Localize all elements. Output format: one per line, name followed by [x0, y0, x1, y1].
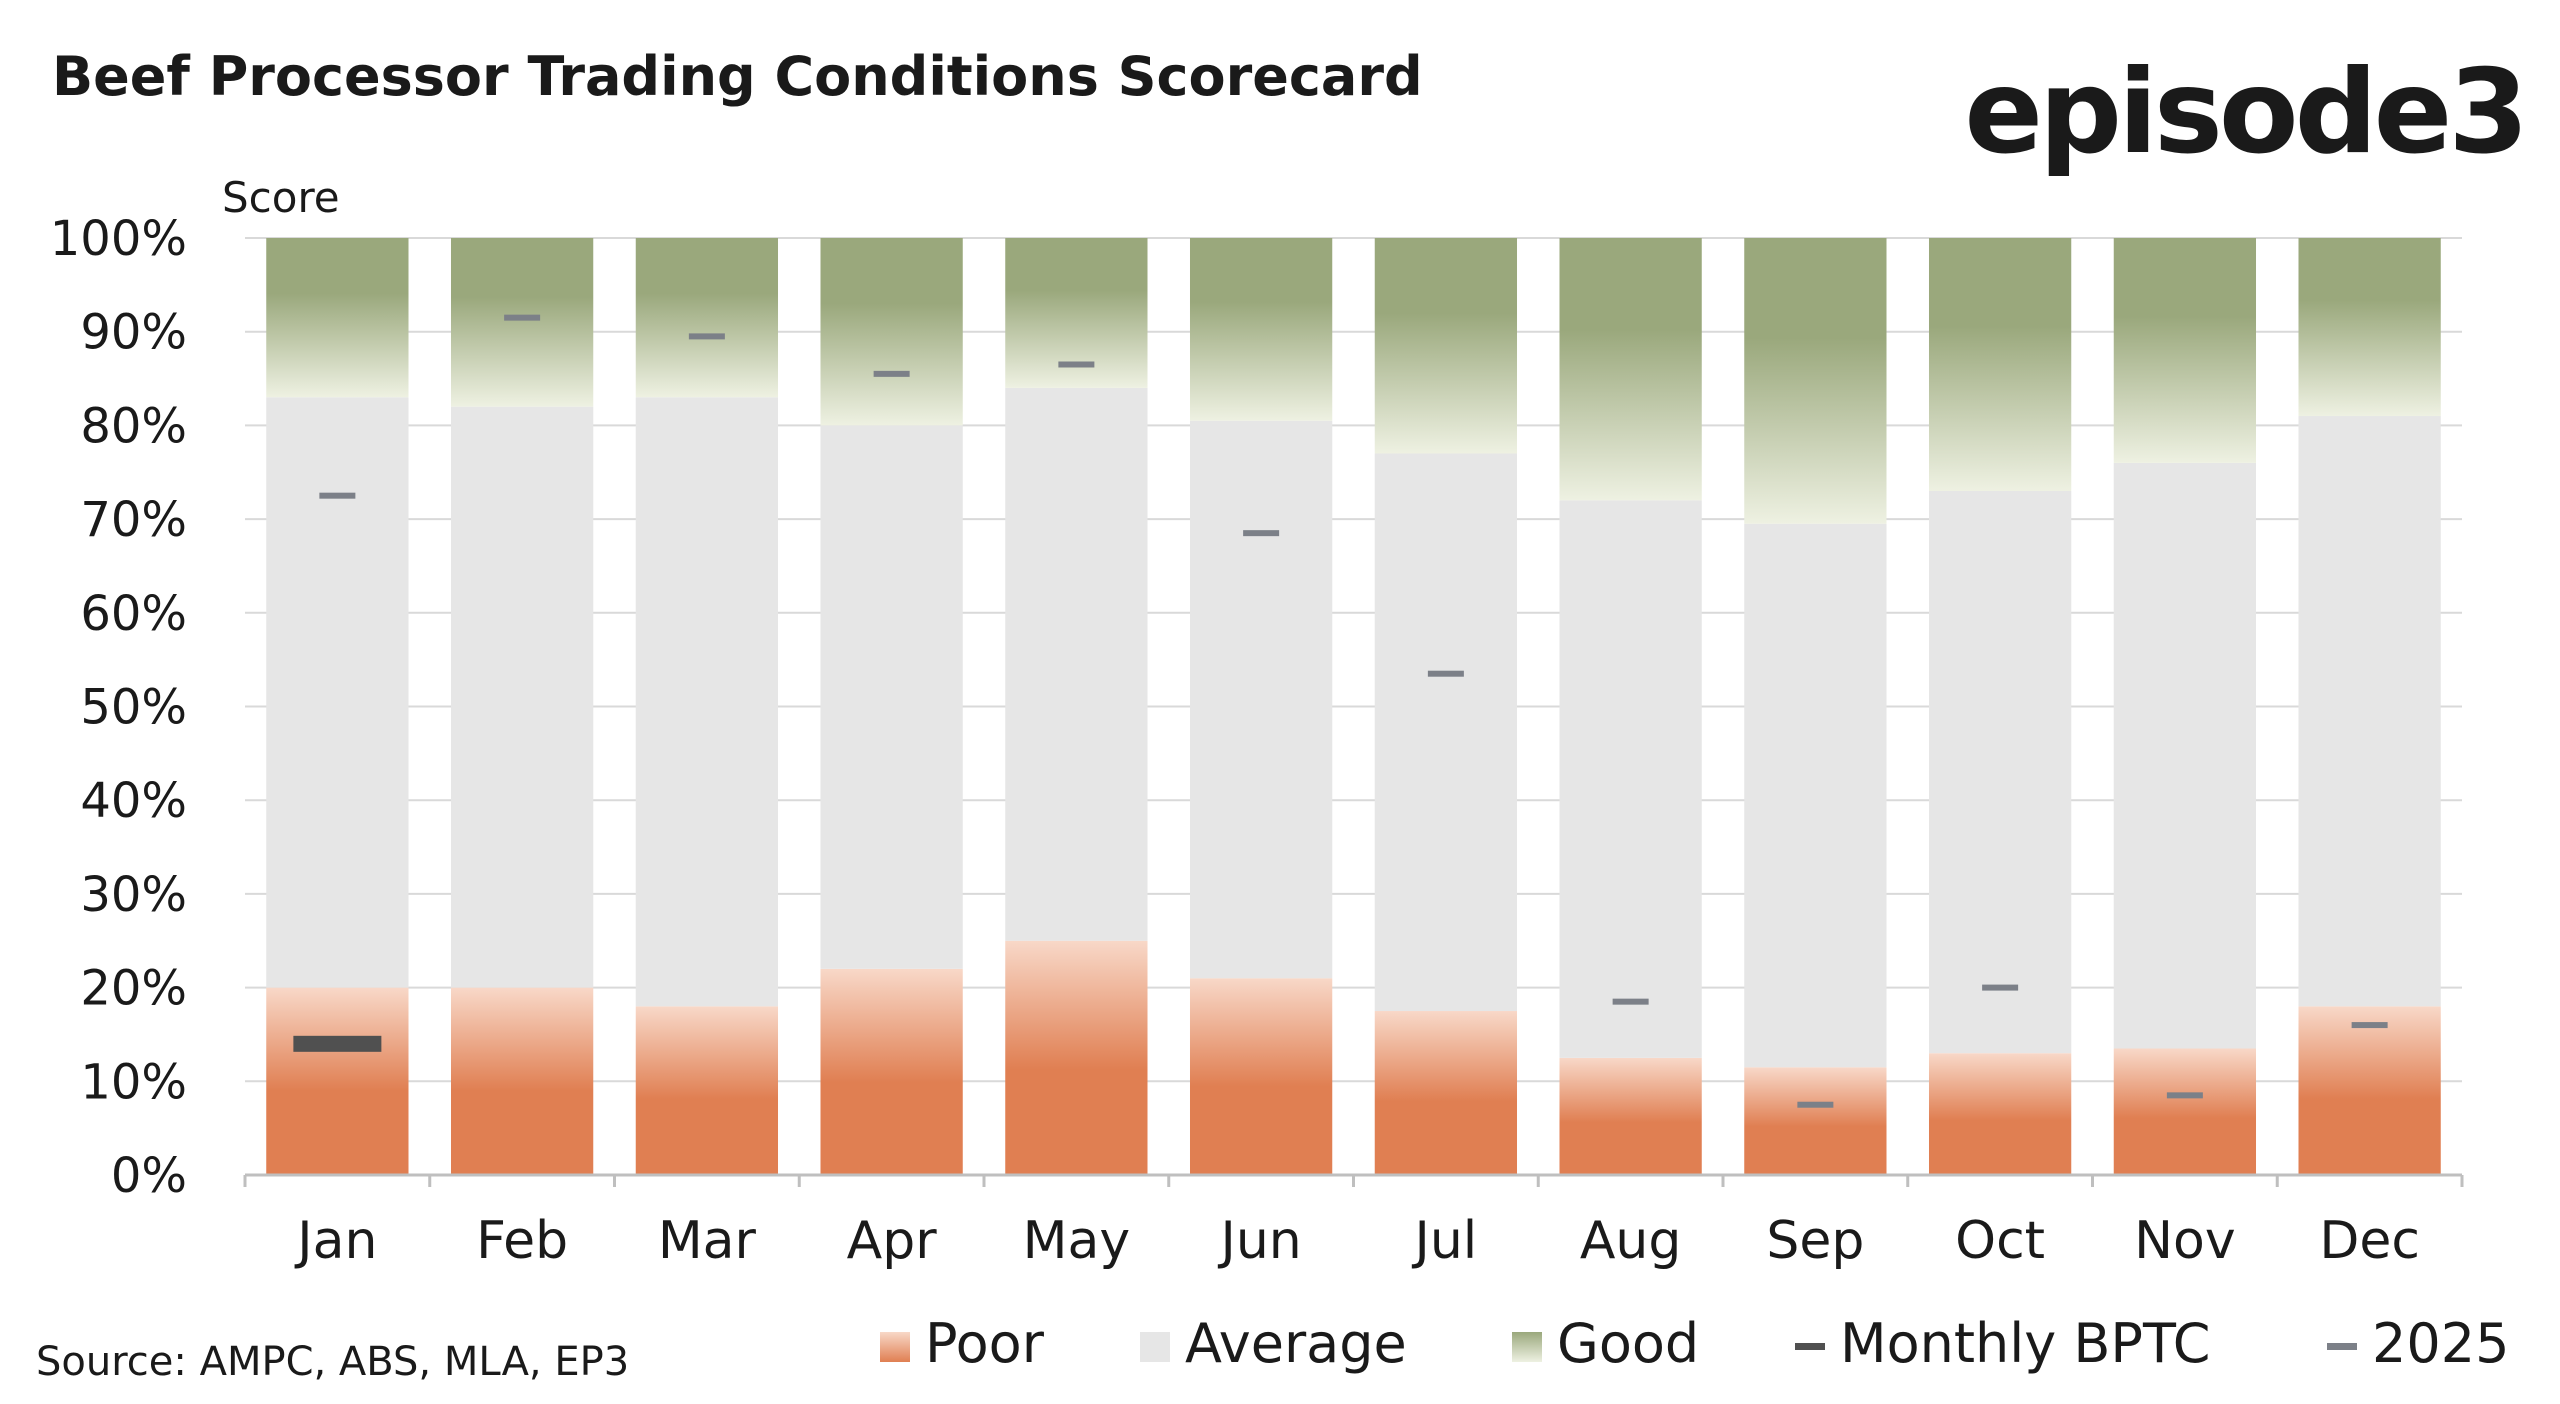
bar-average-oct [1928, 490, 2072, 1054]
bar-good-jul [1374, 238, 1518, 454]
bar-good-sep [1744, 238, 1887, 524]
bar-poor-jul [1374, 1011, 1518, 1175]
stacked-bars [266, 238, 2441, 1175]
x-tick-label: Feb [476, 1211, 568, 1271]
bar-good-dec [2298, 238, 2441, 417]
bar-average-jun [1189, 420, 1333, 979]
marker-2025-aug [1612, 998, 1649, 1005]
bar-poor-oct [1928, 1053, 2072, 1175]
bar-good-jun [1189, 238, 1333, 421]
marker-2025-nov [2166, 1092, 2203, 1099]
bar-poor-apr [820, 968, 963, 1175]
legend: Poor Average Good Monthly BPTC 2025 [880, 1312, 2509, 1375]
bar-poor-dec [2298, 1006, 2441, 1175]
bar-poor-mar [635, 1006, 779, 1175]
x-axis [243, 1173, 2464, 1187]
bar-good-aug [1559, 238, 1702, 501]
x-tick-label: May [1023, 1211, 1131, 1271]
bar-average-apr [820, 425, 963, 969]
y-tick-label: 100% [50, 211, 187, 267]
bar-average-nov [2113, 462, 2257, 1049]
y-tick-label: 30% [80, 867, 187, 923]
legend-swatch-monthly-bptc [1795, 1343, 1825, 1350]
bar-average-dec [2298, 416, 2441, 1007]
episode3-logo: episode3 [1964, 45, 2525, 180]
marker-2025-feb [504, 314, 541, 321]
x-tick-label: Mar [658, 1211, 757, 1271]
x-tick-label: Oct [1955, 1211, 2045, 1271]
bar-average-aug [1559, 500, 1702, 1058]
x-tick-label: Sep [1766, 1211, 1864, 1271]
bar-poor-aug [1559, 1057, 1702, 1175]
marker-2025-sep [1797, 1101, 1834, 1108]
bar-poor-sep [1744, 1067, 1887, 1175]
x-tick-label: Jul [1412, 1211, 1478, 1271]
marker-2025-apr [873, 370, 910, 377]
x-axis-ticks: Jan Feb Mar Apr May Jun Jul Aug Sep Oct Nov Dec [294, 1211, 2420, 1271]
legend-label-average: Average [1185, 1312, 1407, 1375]
y-tick-label: 0% [111, 1148, 187, 1204]
legend-swatch-good [1512, 1332, 1542, 1362]
bar-good-apr [820, 238, 963, 426]
legend-label-poor: Poor [925, 1312, 1045, 1375]
legend-swatch-poor [880, 1332, 910, 1362]
marker-2025-jan [319, 492, 356, 499]
x-tick-label: Jan [294, 1211, 377, 1271]
bar-average-sep [1744, 523, 1887, 1068]
bar-poor-feb [450, 987, 594, 1175]
marker-2025-mar [688, 333, 725, 340]
bar-average-mar [635, 397, 779, 1007]
bar-poor-may [1005, 940, 1148, 1175]
marker-2025-jul [1427, 670, 1464, 677]
bar-poor-nov [2113, 1048, 2257, 1175]
chart-title: Beef Processor Trading Conditions Scorec… [52, 45, 1423, 108]
legend-label-monthly-bptc: Monthly BPTC [1840, 1312, 2211, 1375]
marker-2025-may [1058, 361, 1095, 368]
legend-label-good: Good [1557, 1312, 1699, 1375]
y-tick-label: 40% [80, 773, 187, 829]
bar-average-jan [266, 397, 409, 988]
marker-2025-jun [1243, 530, 1280, 537]
y-axis-ticks: 0% 10% 20% 30% 40% 50% 60% 70% 80% 90% 100% [50, 211, 187, 1204]
bar-good-mar [635, 238, 779, 398]
y-tick-label: 80% [80, 398, 187, 454]
y-tick-label: 20% [80, 961, 187, 1017]
bar-good-oct [1928, 238, 2072, 491]
x-tick-label: Nov [2134, 1211, 2236, 1271]
bar-average-feb [450, 406, 594, 988]
bar-good-jan [266, 238, 409, 398]
y-tick-label: 60% [80, 586, 187, 642]
y-tick-label: 70% [80, 492, 187, 548]
legend-swatch-average [1140, 1332, 1170, 1362]
y-tick-label: 90% [80, 305, 187, 361]
bar-poor-jan [266, 987, 409, 1175]
marker-2025-oct [1982, 984, 2019, 991]
bar-average-jul [1374, 453, 1518, 1012]
bar-average-may [1005, 387, 1148, 941]
bar-poor-jun [1189, 978, 1333, 1175]
source-note: Source: AMPC, ABS, MLA, EP3 [36, 1339, 629, 1385]
y-tick-label: 10% [80, 1054, 187, 1110]
bar-good-nov [2113, 238, 2257, 463]
y-tick-label: 50% [80, 680, 187, 736]
bar-good-feb [450, 238, 594, 407]
x-tick-label: Dec [2319, 1211, 2420, 1271]
x-tick-label: Aug [1580, 1211, 1682, 1271]
x-tick-label: Apr [847, 1211, 938, 1271]
marker-series [293, 314, 2388, 1108]
marker-2025-dec [2351, 1022, 2388, 1029]
legend-label-2025: 2025 [2372, 1312, 2509, 1375]
x-tick-label: Jun [1218, 1211, 1302, 1271]
gridlines [245, 237, 2462, 1083]
legend-swatch-2025 [2327, 1343, 2357, 1350]
monthly-bptc-marker-jan [293, 1035, 382, 1052]
y-axis-label: Score [222, 173, 340, 222]
